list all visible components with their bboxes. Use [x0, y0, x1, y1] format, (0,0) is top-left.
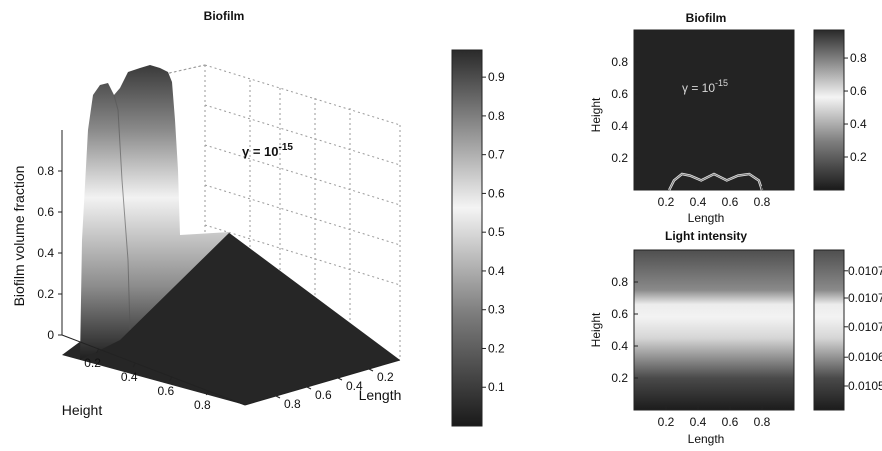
surface-plot: Biofilm 0 0.2 0.4 0.6 0.8 0.2 0.4 0.6 0.8 [11, 9, 505, 427]
biofilm-y-tick-label: 0.4 [611, 119, 628, 133]
surface-z-tick-label: 0 [47, 328, 54, 342]
surface-colorbar [451, 49, 483, 427]
surface-x-label: Height [62, 402, 103, 418]
surface-y-tick-label: 0.6 [315, 388, 332, 402]
surface-y-tick [275, 395, 281, 399]
light-colorbar-tick-label: 0.0106 [848, 350, 882, 364]
biofilm-colorbar-tick-label: 0.8 [850, 51, 867, 65]
light-heatmap: Light intensity 0.2 0.4 0.6 0.8 0.20.40.60.… [589, 229, 882, 446]
light-y-tick-label: 0.4 [611, 339, 628, 353]
light-x-tick-label: 0.8 [754, 415, 771, 429]
surface-colorbar-tick-label: 0.3 [488, 303, 505, 317]
surface-colorbar-tick-label: 0.7 [488, 148, 505, 162]
surface-y-ticks: 0.2 0.4 0.6 0.8 [275, 368, 394, 411]
surface-x-tick [132, 362, 136, 368]
surface-x-tick-label: 0.4 [121, 370, 138, 384]
biofilm-x-label: Length [688, 211, 725, 225]
biofilm-x-tick-label: 0.4 [690, 195, 707, 209]
light-field [633, 249, 795, 411]
surface-colorbar-tick-label: 0.2 [488, 341, 505, 355]
biofilm-x-tick-label: 0.2 [658, 195, 675, 209]
light-x-ticks: 0.2 0.4 0.6 0.8 [658, 406, 771, 429]
light-x-tick-label: 0.4 [690, 415, 707, 429]
light-y-tick-label: 0.2 [611, 371, 628, 385]
biofilm-y-tick-label: 0.6 [611, 87, 628, 101]
biofilm-y-label: Height [589, 97, 603, 132]
biofilm-field [633, 29, 795, 191]
surface-z-ticks: 0 0.2 0.4 0.6 0.8 [37, 164, 62, 342]
light-x-tick-label: 0.2 [658, 415, 675, 429]
surface-floor [62, 232, 400, 405]
biofilm-x-ticks: 0.2 0.4 0.6 0.8 [658, 186, 771, 209]
light-colorbar-tick-label: 0.0105 [848, 379, 882, 393]
surface-x-ticks: 0.2 0.4 0.6 0.8 [84, 348, 211, 412]
surface-y-tick-label: 0.2 [377, 370, 394, 384]
surface-x-tick [205, 390, 209, 396]
light-y-label: Height [589, 312, 603, 347]
light-colorbar-tick-label: 0.0107 [848, 264, 882, 278]
surface-z-tick-label: 0.2 [37, 287, 54, 301]
biofilm-y-ticks: 0.2 0.4 0.6 0.8 [611, 55, 638, 165]
surface-colorbar-tick-label: 0.4 [488, 264, 505, 278]
surface-colorbar-tick-label: 0.6 [488, 186, 505, 200]
light-colorbar-tick-label: 0.0107 [848, 291, 882, 305]
light-title: Light intensity [665, 229, 747, 243]
biofilm-y-tick-label: 0.2 [611, 151, 628, 165]
light-x-tick-label: 0.6 [722, 415, 739, 429]
surface-z-label: Biofilm volume fraction [11, 166, 27, 307]
biofilm-annotation: γ = 10-15 [682, 78, 728, 95]
surface-z-tick-label: 0.4 [37, 246, 54, 260]
surface-x-tick [169, 376, 173, 382]
biofilm-x-tick-label: 0.8 [754, 195, 771, 209]
biofilm-heatmap: Biofilm γ = 10-15 0.2 0.4 0.6 0.8 0.2 0.4 0.6… [589, 11, 867, 225]
biofilm-interface-glow [668, 173, 763, 191]
surface-y-tick-label: 0.4 [346, 379, 363, 393]
biofilm-colorbar-tick-label: 0.6 [850, 84, 867, 98]
surface-y-tick [337, 377, 343, 381]
surface-y-tick-label: 0.8 [284, 397, 301, 411]
light-colorbar [813, 249, 845, 411]
surface-x-tick-label: 0.2 [84, 356, 101, 370]
biofilm-colorbar [813, 29, 845, 191]
surface-x-tick-label: 0.6 [157, 384, 174, 398]
surface-colorbar-tick-label: 0.1 [488, 380, 505, 394]
light-colorbar-tick-label: 0.0107 [848, 320, 882, 334]
surface-annotation: γ = 10-15 [242, 142, 293, 159]
surface-x-tick [96, 348, 100, 354]
biofilm-colorbar-ticks: 0.2 0.4 0.6 0.8 [844, 51, 867, 164]
surface-y-tick [368, 368, 374, 372]
surface-z-tick-label: 0.6 [37, 205, 54, 219]
biofilm-y-tick-label: 0.8 [611, 55, 628, 69]
biofilm-colorbar-tick-label: 0.4 [850, 117, 867, 131]
surface-y-tick [306, 386, 312, 390]
light-x-label: Length [688, 432, 725, 446]
surface-colorbar-tick-label: 0.8 [488, 109, 505, 123]
biofilm-title: Biofilm [686, 11, 727, 25]
surface-z-tick-label: 0.8 [37, 164, 54, 178]
surface-y-label: Length [359, 387, 402, 403]
light-y-tick-label: 0.6 [611, 307, 628, 321]
surface-body [80, 65, 230, 360]
biofilm-x-tick-label: 0.6 [722, 195, 739, 209]
surface-title: Biofilm [204, 9, 245, 23]
light-y-ticks: 0.2 0.4 0.6 0.8 [611, 275, 638, 385]
surface-colorbar-ticks: 0.1 0.2 0.3 0.4 0.5 0.6 0.7 0.8 0.9 [482, 70, 505, 394]
surface-colorbar-tick-label: 0.9 [488, 70, 505, 84]
surface-colorbar-tick-label: 0.5 [488, 225, 505, 239]
biofilm-colorbar-tick-label: 0.2 [850, 150, 867, 164]
surface-x-tick-label: 0.8 [194, 398, 211, 412]
light-y-tick-label: 0.8 [611, 275, 628, 289]
light-colorbar-ticks: 0.0105 0.0106 0.0107 0.0107 0.0107 [844, 264, 882, 393]
